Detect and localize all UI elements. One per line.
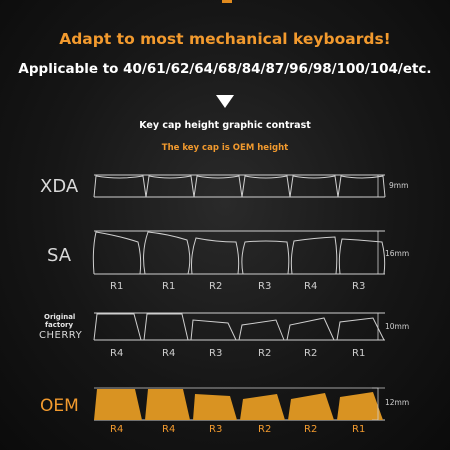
sa-height-label: 16mm: [385, 249, 409, 258]
xda-keycap: [93, 175, 147, 198]
xda-keycap: [145, 175, 195, 198]
sa-row-label: R1: [110, 281, 123, 292]
xda-keycap: [193, 175, 243, 198]
sa-keycap: [290, 236, 338, 275]
cherry-keycap: [336, 317, 385, 341]
oem-height-bracket: [372, 387, 379, 421]
xda-keycap: [337, 175, 386, 198]
sa-height-bracket: [372, 230, 379, 275]
sa-row-label: R4: [304, 281, 317, 292]
cherry-height-label: 10mm: [385, 322, 409, 331]
headline: Adapt to most mechanical keyboards!: [59, 30, 391, 48]
oem-keycap-row: [94, 387, 385, 421]
oem-row-label: R4: [110, 424, 123, 435]
down-triangle-icon: [216, 95, 234, 108]
profile-label-cherry-original: Original factory: [44, 313, 76, 329]
cherry-row-label: R1: [352, 348, 365, 359]
oem-row-label: R4: [162, 424, 175, 435]
cherry-row-label: R4: [162, 348, 175, 359]
sa-keycap: [143, 231, 191, 275]
profile-label-sa: SA: [47, 245, 72, 266]
profile-label-xda: XDA: [40, 176, 79, 197]
sa-keycap: [338, 238, 386, 275]
cherry-row-label: R3: [209, 348, 222, 359]
cherry-row-label: R2: [304, 348, 317, 359]
sa-keycap: [241, 240, 290, 275]
profile-label-cherry: CHERRY: [39, 330, 83, 341]
oem-row-label: R2: [258, 424, 271, 435]
compatibility-text: Applicable to 40/61/62/64/68/84/87/96/98…: [18, 61, 432, 77]
cherry-keycap: [286, 317, 335, 341]
oem-row-label: R2: [304, 424, 317, 435]
oem-keycap: [240, 394, 285, 420]
sa-keycap-row: [92, 230, 386, 275]
cherry-height-bracket: [372, 312, 379, 341]
sa-keycap: [92, 231, 142, 275]
oem-row-label: R1: [352, 424, 365, 435]
cherry-keycap: [143, 313, 189, 341]
oem-height-label: 12mm: [385, 398, 409, 407]
sa-row-label: R3: [258, 281, 271, 292]
cherry-keycap-row: [93, 312, 385, 341]
sa-row-label: R1: [162, 281, 175, 292]
oem-keycap: [193, 394, 237, 420]
contrast-title: Key cap height graphic contrast: [139, 120, 311, 131]
oem-keycap: [94, 389, 142, 420]
xda-keycap: [241, 175, 291, 198]
xda-keycap-row: [93, 174, 386, 198]
sa-row-label: R3: [352, 281, 365, 292]
oem-keycap: [288, 393, 334, 420]
oem-keycap: [145, 389, 190, 420]
top-accent-bar: [222, 0, 232, 3]
sa-keycap: [191, 237, 240, 275]
cherry-row-label: R4: [110, 348, 123, 359]
cherry-row-label: R2: [258, 348, 271, 359]
xda-height-bracket: [372, 174, 379, 198]
xda-height-label: 9mm: [389, 181, 408, 190]
sa-row-label: R2: [209, 281, 222, 292]
oem-row-label: R3: [209, 424, 222, 435]
oem-keycap: [337, 392, 383, 420]
xda-keycap: [289, 175, 339, 198]
cherry-keycap: [93, 313, 142, 341]
cherry-keycap: [190, 319, 237, 341]
cherry-keycap: [238, 319, 285, 341]
oem-note: The key cap is OEM height: [161, 143, 289, 153]
profile-label-oem: OEM: [40, 396, 79, 416]
